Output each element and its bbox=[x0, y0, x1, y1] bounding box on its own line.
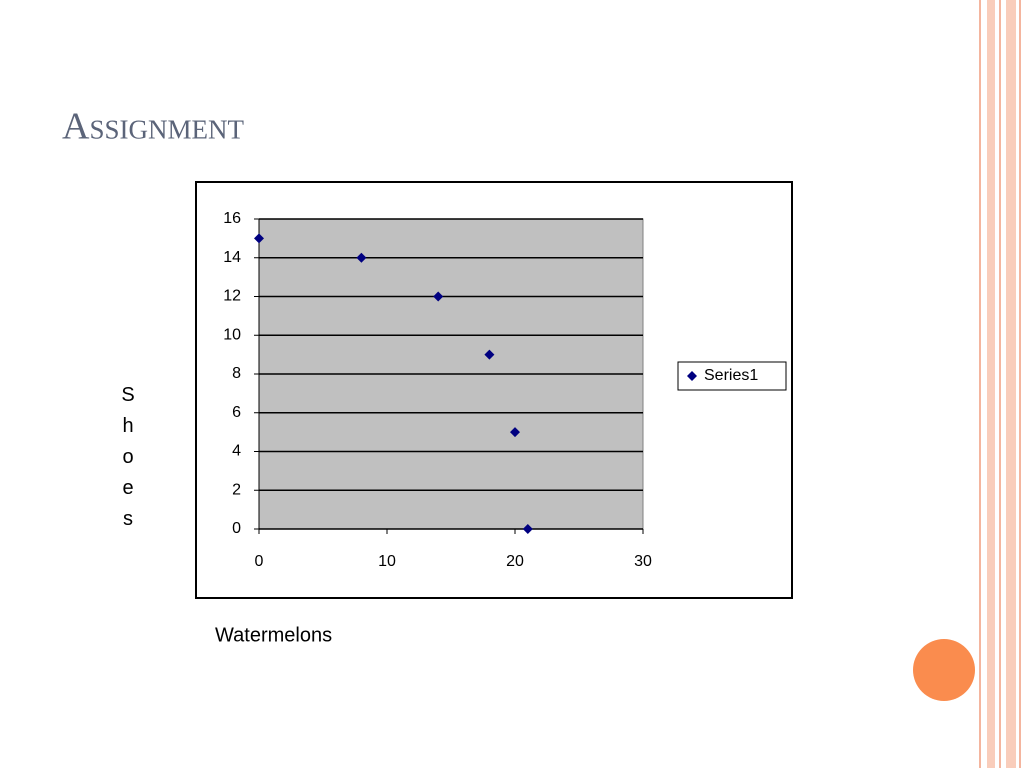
point bbox=[484, 349, 495, 360]
x-tick-label: 0 bbox=[255, 553, 264, 570]
y-tick-label: 0 bbox=[232, 520, 241, 537]
y-tick-label: 12 bbox=[223, 288, 241, 305]
x-tick-label: 20 bbox=[506, 553, 524, 570]
point bbox=[510, 427, 520, 438]
y-tick-label: 10 bbox=[223, 326, 241, 343]
y-tick-label: 14 bbox=[223, 249, 241, 266]
y-axis-label: Shoes bbox=[121, 384, 135, 530]
y-tick-label: 16 bbox=[223, 210, 241, 227]
stripe bbox=[1006, 0, 1016, 768]
decor-circle bbox=[913, 639, 975, 701]
point bbox=[254, 233, 264, 244]
legend-marker bbox=[687, 371, 697, 381]
stripe bbox=[987, 0, 995, 768]
y-tick-label: 6 bbox=[232, 404, 241, 421]
y-tick-label: 8 bbox=[232, 365, 241, 382]
y-tick-label: 4 bbox=[232, 443, 241, 460]
point bbox=[433, 291, 444, 302]
y-tick-label: 2 bbox=[232, 481, 241, 498]
x-tick-label: 10 bbox=[378, 553, 396, 570]
legend-label: Series1 bbox=[704, 367, 758, 384]
x-axis-label: Watermelons bbox=[215, 624, 332, 646]
x-tick-label: 30 bbox=[634, 553, 652, 570]
point bbox=[522, 524, 533, 534]
slide-title: Assignment bbox=[62, 106, 244, 148]
point bbox=[356, 252, 367, 263]
